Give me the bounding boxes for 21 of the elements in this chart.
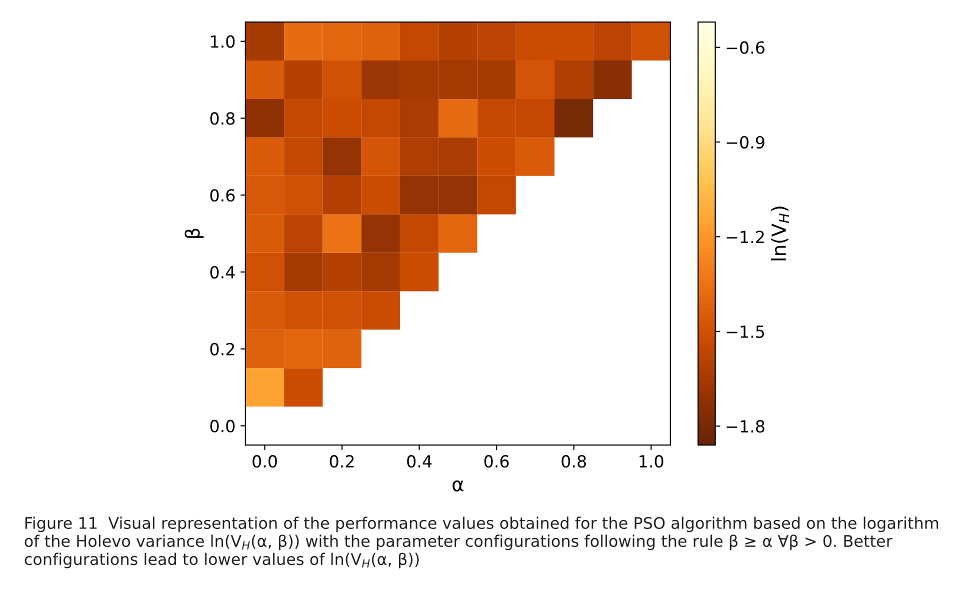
color-bar-label: −1.2 [726, 230, 764, 244]
x-tick-label: 0.4 [407, 455, 432, 468]
color-bar-label: −1.5 [726, 326, 764, 338]
y-tick-label: 0.6 [210, 189, 235, 202]
color-bar-title: ln(V$_{H}$) [771, 206, 790, 260]
x-tick-label: 1.0 [640, 455, 664, 468]
x-tick-label: 0.2 [330, 455, 354, 468]
x-tick-label: 0.6 [484, 455, 509, 468]
color-bar-label: −0.9 [726, 136, 764, 149]
y-tick-label: 0.2 [210, 342, 234, 356]
y-tick-label: 0.8 [210, 112, 235, 125]
color-bar-label: −1.8 [726, 420, 764, 433]
x-tick-label: 0.8 [562, 455, 586, 468]
caption: Figure 11 Visual representation of the performance values obtained for the PSO algorithm based on the logarithm of the Holevo variance ln(V$_{H}$(α, β)) with the parameter configurations following the rule β ≥ α ∀β > 0. Better configurations lead to lower values of ln(V$_{H}$(α, β)) [24, 516, 938, 568]
x-axis-title: α [452, 480, 464, 492]
y-axis-title: β [184, 228, 204, 238]
y-tick-label: 0.0 [210, 420, 235, 432]
color-bar-label: −0.6 [726, 41, 764, 54]
x-tick-label: 0.0 [252, 455, 277, 468]
y-tick-label: 1.0 [211, 35, 235, 48]
y-tick-label: 0.4 [210, 266, 235, 279]
